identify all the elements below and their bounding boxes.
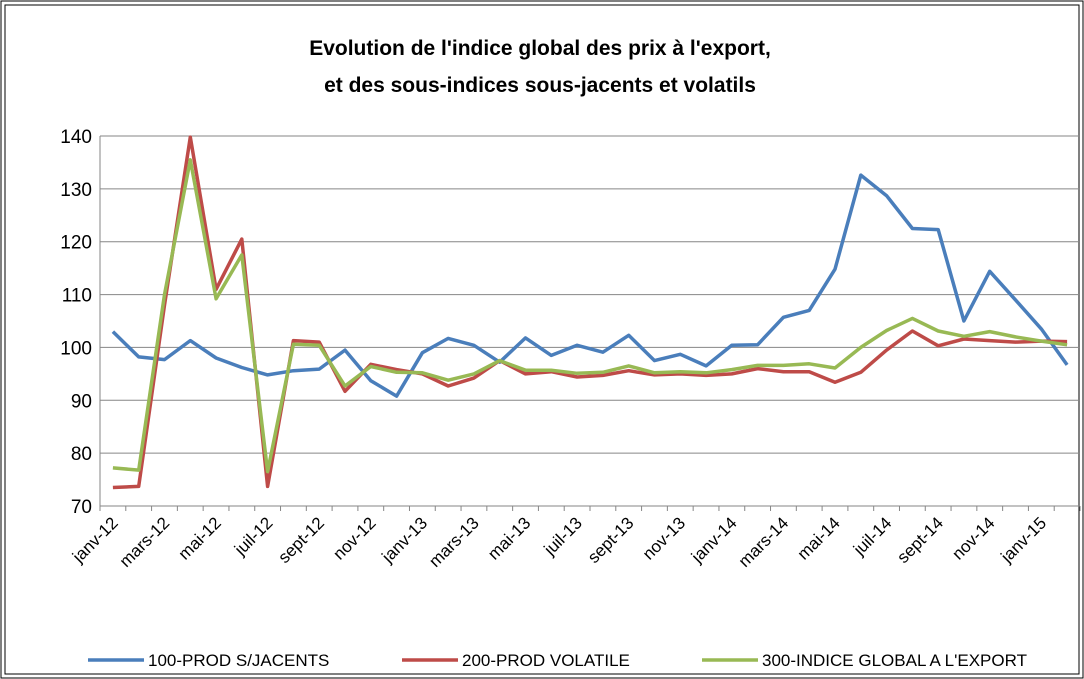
x-tick-label: sept-12: [275, 513, 329, 567]
x-tick-label: sept-14: [893, 513, 947, 567]
x-tick-label: janv-14: [687, 513, 741, 567]
x-tick-label: juil-13: [540, 513, 586, 559]
x-tick-label: mars-13: [425, 513, 483, 571]
legend-label: 100-PROD S/JACENTS: [148, 651, 329, 670]
x-tick-label: mai-14: [794, 513, 844, 563]
inner-border: [4, 4, 1080, 675]
series-line: [112, 135, 1068, 490]
x-tick-label: mai-12: [175, 513, 225, 563]
y-tick-label: 90: [71, 391, 92, 412]
y-tick-label: 130: [60, 180, 92, 201]
legend-label: 200-PROD VOLATILE: [462, 651, 630, 670]
series-line: [112, 158, 1068, 474]
x-tick-label: nov-14: [948, 513, 998, 563]
x-tick-label: mai-13: [484, 513, 534, 563]
legend-label: 300-INDICE GLOBAL A L'EXPORT: [762, 651, 1027, 670]
y-tick-label: 120: [60, 233, 92, 254]
x-tick-label: sept-13: [584, 513, 638, 567]
x-tick-label: mars-12: [116, 513, 174, 571]
series-line: [111, 173, 1069, 398]
x-tick-label: nov-13: [639, 513, 689, 563]
x-tick-label: nov-12: [329, 513, 379, 563]
y-tick-label: 70: [71, 497, 92, 518]
x-tick-label: janv-12: [68, 513, 122, 567]
x-tick-label: juil-12: [230, 513, 276, 559]
y-tick-label: 100: [60, 338, 92, 359]
x-tick-label: mars-14: [735, 513, 793, 571]
y-tick-label: 80: [71, 444, 92, 465]
y-tick-label: 110: [62, 286, 92, 307]
chart-title: et des sous-indices sous-jacents et vola…: [324, 74, 756, 97]
chart-title: Evolution de l'indice global des prix à …: [309, 37, 771, 60]
x-tick-label: juil-14: [849, 513, 895, 559]
y-tick-label: 140: [60, 127, 92, 148]
x-tick-label: janv-13: [378, 513, 432, 567]
x-tick-label: janv-15: [997, 513, 1051, 567]
